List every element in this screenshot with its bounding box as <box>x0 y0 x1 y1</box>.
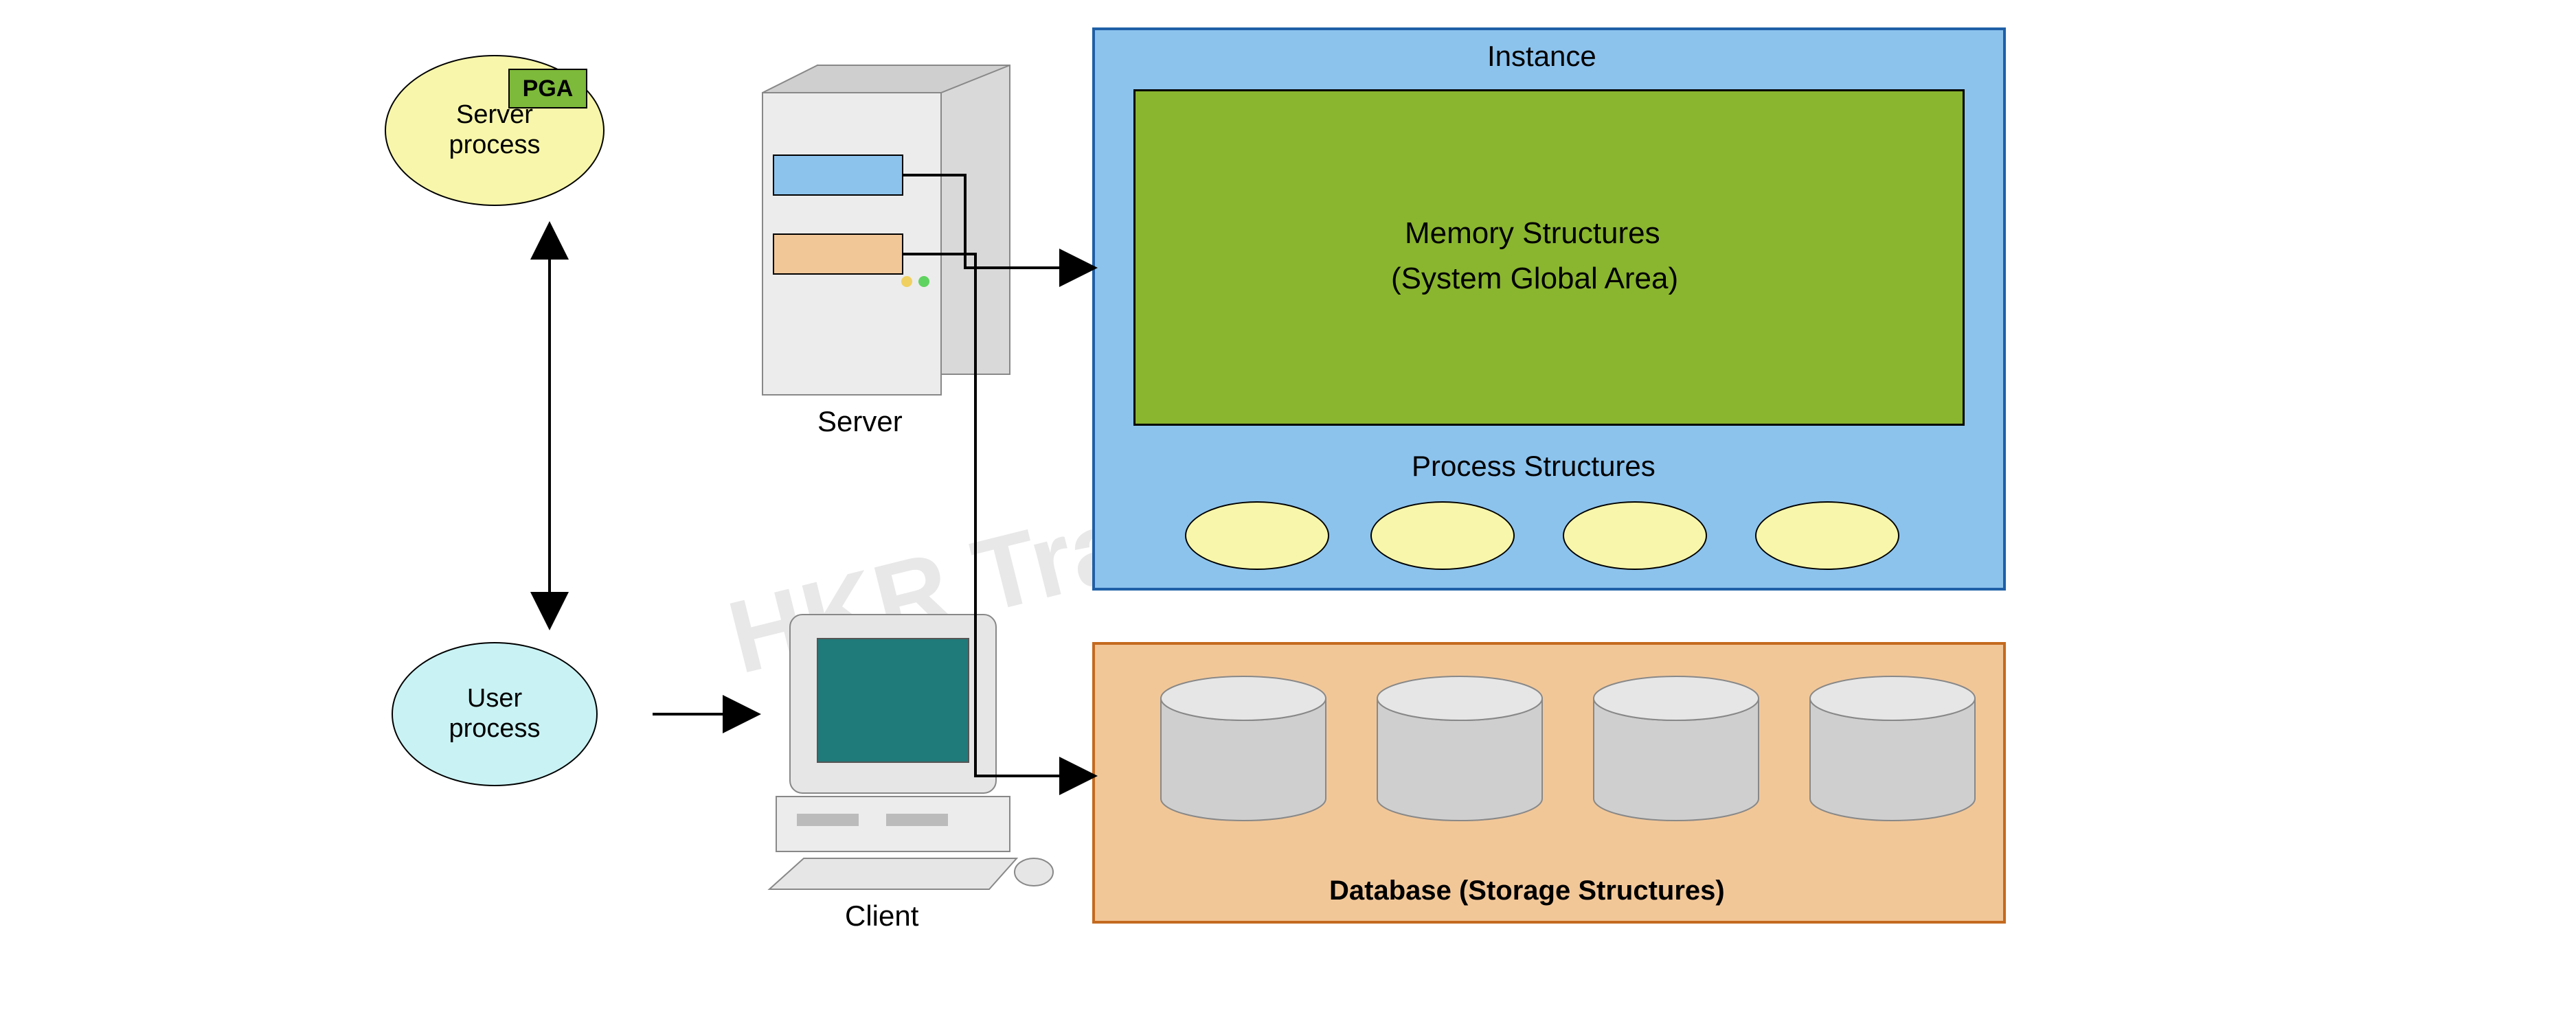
pga-label: PGA <box>523 76 574 102</box>
server-blue-slot <box>773 154 903 196</box>
user-process-label-1: User <box>467 684 522 713</box>
process-ellipse <box>1563 501 1707 570</box>
process-ellipse <box>1755 501 1899 570</box>
pga-badge: PGA <box>508 69 587 108</box>
process-structures-label: Process Structures <box>1412 450 1656 483</box>
memory-structures-title-1: Memory Structures <box>1405 216 1660 251</box>
server-process-label-2: process <box>449 130 540 159</box>
database-title: Database (Storage Structures) <box>1329 876 1725 906</box>
user-process-label-2: process <box>449 714 540 743</box>
memory-structures-box <box>1133 89 1965 426</box>
memory-structures-title-2: (System Global Area) <box>1391 262 1678 296</box>
instance-title: Instance <box>1487 40 1596 73</box>
user-process-node: User process <box>392 642 598 786</box>
client-label: Client <box>845 900 918 932</box>
server-orange-slot <box>773 233 903 275</box>
process-ellipse <box>1185 501 1329 570</box>
server-label: Server <box>817 405 903 438</box>
architecture-diagram: HKR Trainings Instance Memory Structures… <box>0 0 2576 1030</box>
process-ellipse <box>1370 501 1515 570</box>
